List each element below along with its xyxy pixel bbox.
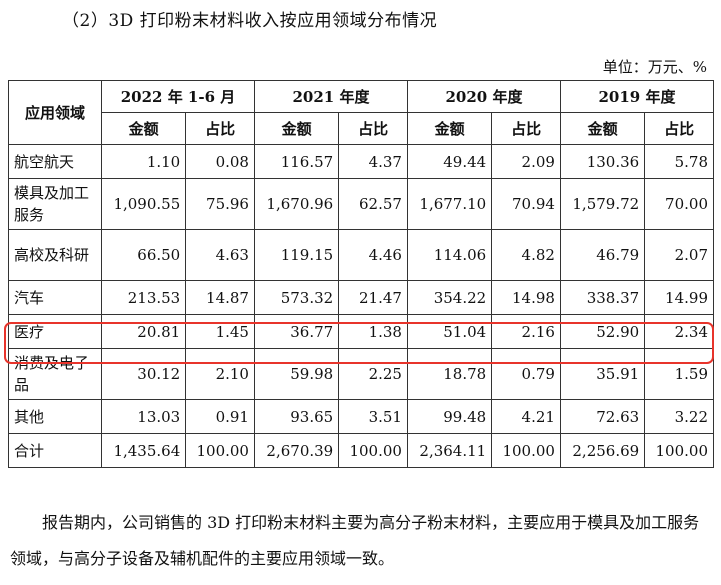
amount-cell: 30.12: [100, 348, 187, 400]
amount-cell: 116.57: [253, 144, 340, 179]
amount-header: 金额: [100, 112, 187, 145]
row-category: 医疗: [8, 314, 102, 349]
amount-cell: 93.65: [253, 399, 340, 434]
ratio-cell: 2.09: [491, 144, 561, 179]
amount-cell: 13.03: [100, 399, 187, 434]
unit-label: 单位：万元、%: [602, 58, 707, 76]
table-body: 航空航天 1.10 0.08 116.57 4.37 49.44 2.09 130.36 5.7…: [8, 144, 714, 468]
amount-cell: 52.90: [559, 314, 646, 349]
ratio-cell: 3.51: [338, 399, 408, 434]
paragraph-text: 报告期内，公司销售的 3D 打印粉末材料主要为高分子粉末材料，主要应用于模具及加…: [10, 513, 700, 568]
amount-cell: 46.79: [559, 229, 646, 281]
period-header: 2019 年度: [559, 80, 715, 113]
ratio-cell: 100.00: [185, 433, 255, 468]
amount-cell: 51.04: [406, 314, 493, 349]
amount-header: 金额: [559, 112, 646, 145]
ratio-cell: 2.16: [491, 314, 561, 349]
ratio-cell: 3.22: [644, 399, 714, 434]
period-header: 2020 年度: [406, 80, 561, 113]
amount-cell: 1.10: [100, 144, 187, 179]
amount-cell: 213.53: [100, 280, 187, 315]
ratio-cell: 2.25: [338, 348, 408, 400]
amount-cell: 35.91: [559, 348, 646, 400]
ratio-header: 占比: [185, 112, 255, 145]
ratio-cell: 14.99: [644, 280, 714, 315]
amount-header: 金额: [253, 112, 340, 145]
amount-cell: 338.37: [559, 280, 646, 315]
ratio-header: 占比: [338, 112, 408, 145]
ratio-cell: 75.96: [185, 178, 255, 230]
ratio-cell: 4.37: [338, 144, 408, 179]
row-category: 高校及科研: [8, 229, 102, 281]
amount-cell: 354.22: [406, 280, 493, 315]
ratio-cell: 21.47: [338, 280, 408, 315]
row-category: 其他: [8, 399, 102, 434]
amount-cell: 1,677.10: [406, 178, 493, 230]
amount-cell: 49.44: [406, 144, 493, 179]
ratio-cell: 100.00: [644, 433, 714, 468]
ratio-cell: 4.46: [338, 229, 408, 281]
ratio-cell: 2.34: [644, 314, 714, 349]
ratio-cell: 1.38: [338, 314, 408, 349]
row-category: 消费及电子品: [8, 348, 102, 400]
table-row: 汽车 213.53 14.87 573.32 21.47 354.22 14.98 338.3…: [8, 280, 714, 315]
ratio-cell: 1.45: [185, 314, 255, 349]
amount-cell: 114.06: [406, 229, 493, 281]
amount-cell: 59.98: [253, 348, 340, 400]
row-category: 航空航天: [8, 144, 102, 179]
table-row: 航空航天 1.10 0.08 116.57 4.37 49.44 2.09 130.36 5.7…: [8, 144, 714, 179]
ratio-cell: 70.00: [644, 178, 714, 230]
amount-cell: 119.15: [253, 229, 340, 281]
amount-cell: 99.48: [406, 399, 493, 434]
revenue-table: 应用领域 2022 年 1-6 月 2021 年度 2020 年度 2019 年…: [8, 80, 715, 468]
table-row: 其他 13.03 0.91 93.65 3.51 99.48 4.21 72.63 3.22: [8, 399, 714, 434]
ratio-cell: 14.98: [491, 280, 561, 315]
row-category: 模具及加工服务: [8, 178, 102, 230]
ratio-cell: 0.79: [491, 348, 561, 400]
amount-cell: 1,435.64: [100, 433, 187, 468]
column-header-field: 应用领域: [8, 80, 102, 145]
ratio-cell: 62.57: [338, 178, 408, 230]
ratio-header: 占比: [644, 112, 714, 145]
amount-cell: 573.32: [253, 280, 340, 315]
table-row: 合计 1,435.64 100.00 2,670.39 100.00 2,364.11 10…: [8, 433, 714, 468]
amount-cell: 66.50: [100, 229, 187, 281]
ratio-cell: 0.91: [185, 399, 255, 434]
table-row: 模具及加工服务 1,090.55 75.96 1,670.96 62.57 1,677.1…: [8, 178, 714, 230]
amount-cell: 72.63: [559, 399, 646, 434]
amount-cell: 2,256.69: [559, 433, 646, 468]
ratio-cell: 4.21: [491, 399, 561, 434]
ratio-cell: 4.63: [185, 229, 255, 281]
ratio-header: 占比: [491, 112, 561, 145]
row-category: 汽车: [8, 280, 102, 315]
table-row: 医疗 20.81 1.45 36.77 1.38 51.04 2.16 52.90 2.34: [8, 314, 714, 349]
period-header: 2022 年 1-6 月: [101, 80, 255, 113]
ratio-cell: 70.94: [491, 178, 561, 230]
ratio-cell: 5.78: [644, 144, 714, 179]
row-category: 合计: [8, 433, 102, 468]
amount-cell: 130.36: [559, 144, 646, 179]
ratio-cell: 4.82: [491, 229, 561, 281]
ratio-cell: 100.00: [338, 433, 408, 468]
ratio-cell: 14.87: [185, 280, 255, 315]
ratio-cell: 2.10: [185, 348, 255, 400]
ratio-cell: 1.59: [644, 348, 714, 400]
period-header: 2021 年度: [253, 80, 408, 113]
section-heading: （2）3D 打印粉末材料收入按应用领域分布情况: [62, 11, 438, 31]
ratio-cell: 100.00: [491, 433, 561, 468]
amount-cell: 1,670.96: [253, 178, 340, 230]
amount-cell: 20.81: [100, 314, 187, 349]
ratio-cell: 0.08: [185, 144, 255, 179]
body-paragraph: 报告期内，公司销售的 3D 打印粉末材料主要为高分子粉末材料，主要应用于模具及加…: [10, 505, 710, 577]
ratio-cell: 2.07: [644, 229, 714, 281]
amount-cell: 36.77: [253, 314, 340, 349]
amount-cell: 1,090.55: [100, 178, 187, 230]
table-row: 消费及电子品 30.12 2.10 59.98 2.25 18.78 0.79 35.91 1.…: [8, 348, 714, 400]
table-row: 高校及科研 66.50 4.63 119.15 4.46 114.06 4.82 46.79 2…: [8, 229, 714, 281]
amount-cell: 2,670.39: [253, 433, 340, 468]
amount-cell: 2,364.11: [406, 433, 493, 468]
amount-cell: 18.78: [406, 348, 493, 400]
amount-cell: 1,579.72: [559, 178, 646, 230]
amount-header: 金额: [406, 112, 493, 145]
